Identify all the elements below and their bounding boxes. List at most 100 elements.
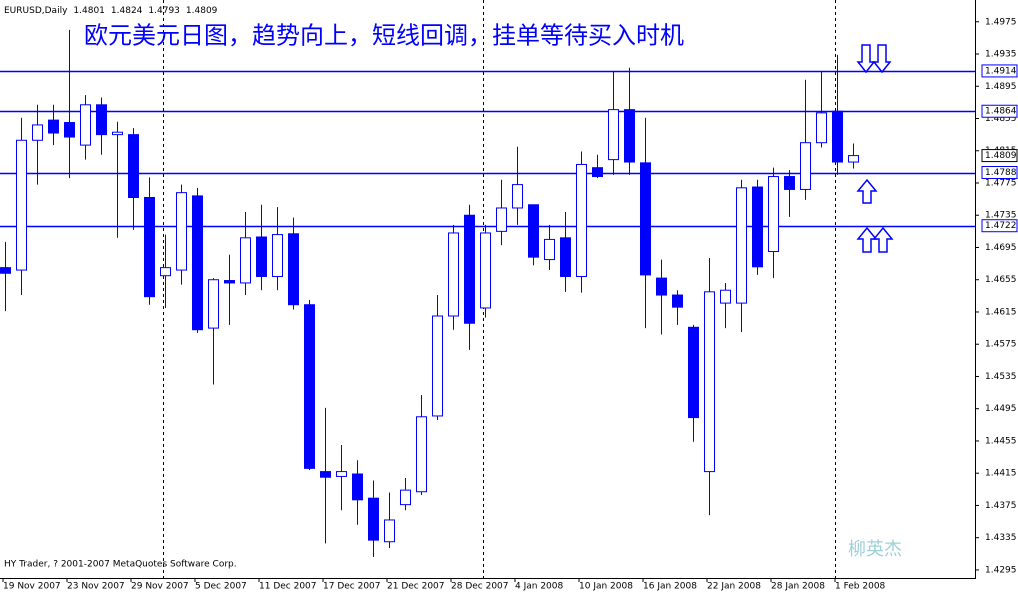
candle-body	[848, 155, 859, 163]
x-tick-label: 4 Jan 2008	[515, 582, 563, 592]
candle-body	[688, 326, 699, 419]
chart-title: 欧元美元日图，趋势向上，短线回调，挂单等待买入时机	[84, 23, 684, 50]
level-label: 1.4914	[985, 66, 1017, 76]
x-tick-label: 10 Jan 2008	[579, 582, 633, 592]
y-tick-label: 1.4775	[985, 178, 1017, 188]
candle-body	[368, 497, 379, 541]
up-arrow	[856, 178, 878, 204]
candle-body	[64, 122, 75, 138]
candle-body	[608, 109, 619, 161]
level-label-box	[981, 166, 1018, 180]
candle-body	[256, 236, 267, 278]
candle-body	[576, 163, 587, 278]
candle-body	[336, 471, 347, 477]
down-arrow	[872, 44, 892, 74]
candle-body	[192, 195, 203, 331]
x-tick-label: 28 Jan 2008	[771, 582, 825, 592]
x-tick-label: 1 Feb 2008	[835, 582, 886, 592]
candle-body	[352, 473, 363, 501]
y-tick-label: 1.4575	[985, 340, 1017, 350]
symbol: EURUSD,Daily	[4, 6, 68, 16]
price-label-box	[981, 149, 1018, 163]
candle-body	[320, 471, 331, 478]
arrows	[856, 44, 894, 253]
candle-body	[752, 186, 763, 268]
price-label: 1.4809	[985, 151, 1017, 161]
y-tick-label: 1.4695	[985, 243, 1017, 253]
x-tick-label: 23 Nov 2007	[67, 582, 125, 592]
candle-body	[832, 110, 843, 163]
x-tick-label: 5 Dec 2007	[195, 582, 247, 592]
candle-body	[512, 184, 523, 209]
candle-body	[240, 237, 251, 284]
candle-body	[704, 291, 715, 473]
candle-body	[784, 176, 795, 190]
symbol-header: EURUSD,Daily 1.4801 1.4824 1.4793 1.4809	[4, 6, 218, 16]
y-tick-label: 1.4855	[985, 114, 1017, 124]
candle-body	[720, 289, 731, 304]
y-tick-label: 1.4415	[985, 469, 1017, 479]
candle-body	[480, 232, 491, 309]
ohlc-value: 1.4801	[73, 6, 105, 16]
y-tick-label: 1.4735	[985, 211, 1017, 221]
ohlc-value: 1.4793	[148, 6, 180, 16]
candle-body	[0, 267, 11, 274]
candle-body	[400, 489, 411, 506]
level-label-box	[981, 104, 1018, 118]
candle-body	[416, 416, 427, 493]
candle-body	[80, 104, 91, 146]
candle-body	[304, 304, 315, 469]
y-tick-label: 1.4375	[985, 501, 1017, 511]
candle-body	[496, 207, 507, 232]
candle-body	[32, 124, 43, 141]
x-tick-label: 19 Nov 2007	[3, 582, 61, 592]
watermark: 柳英杰	[848, 539, 902, 560]
candle-body	[624, 109, 635, 163]
y-tick-label: 1.4655	[985, 275, 1017, 285]
candle-body	[224, 280, 235, 284]
candle-body	[96, 104, 107, 136]
y-tick-label: 1.4895	[985, 82, 1017, 92]
candle-body	[112, 131, 123, 136]
ohlc-value: 1.4824	[111, 6, 143, 16]
y-tick-label: 1.4935	[985, 50, 1017, 60]
x-tick-label: 17 Dec 2007	[323, 582, 381, 592]
candle-body	[592, 167, 603, 178]
y-tick-label: 1.4455	[985, 436, 1017, 446]
x-tick-label: 16 Jan 2008	[643, 582, 697, 592]
copyright: HY Trader, ? 2001-2007 MetaQuotes Softwa…	[4, 560, 237, 570]
level-label: 1.4788	[985, 168, 1017, 178]
y-tick-label: 1.4495	[985, 404, 1017, 414]
level-label: 1.4722	[985, 221, 1017, 231]
candle-body	[768, 176, 779, 253]
x-tick-label: 29 Nov 2007	[131, 582, 189, 592]
candle-body	[656, 277, 667, 296]
y-tick-label: 1.4335	[985, 533, 1017, 543]
x-tick-label: 22 Jan 2008	[707, 582, 761, 592]
candle-body	[448, 232, 459, 317]
y-tick-label: 1.4975	[985, 17, 1017, 27]
candle-body	[128, 134, 139, 199]
candle-body	[560, 237, 571, 278]
up-arrow	[872, 226, 894, 253]
candle-body	[736, 187, 747, 304]
x-tick-label: 11 Dec 2007	[259, 582, 317, 592]
candle-body	[144, 197, 155, 298]
candle-body	[384, 519, 395, 543]
candle-body	[528, 204, 539, 258]
candle-body	[160, 267, 171, 277]
candle-body	[640, 162, 651, 276]
level-label-box	[981, 64, 1018, 78]
candle-body	[272, 234, 283, 278]
candle-body	[208, 279, 219, 329]
ohlc-value: 1.4809	[186, 6, 218, 16]
candle-body	[816, 112, 827, 144]
candle-body	[800, 142, 811, 190]
candle-body	[16, 139, 27, 271]
y-tick-label: 1.4295	[985, 565, 1017, 575]
x-tick-label: 21 Dec 2007	[387, 582, 445, 592]
candle-body	[48, 119, 59, 134]
candle-body	[432, 315, 443, 417]
x-tick-label: 28 Dec 2007	[451, 582, 509, 592]
